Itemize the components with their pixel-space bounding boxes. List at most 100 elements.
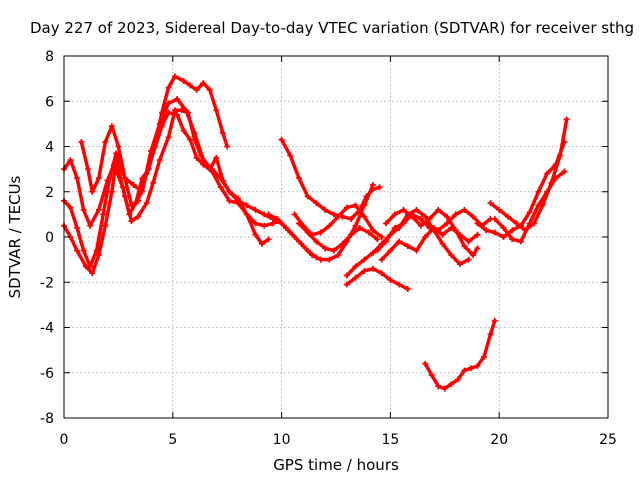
data-point [217, 175, 224, 182]
data-point [287, 152, 294, 159]
data-point [89, 188, 96, 195]
data-point [369, 249, 376, 256]
data-series [61, 73, 570, 392]
data-point [500, 234, 507, 240]
series-line [62, 110, 282, 269]
data-point [102, 222, 109, 229]
data-point [84, 166, 91, 173]
data-point [491, 215, 498, 222]
data-point [108, 188, 115, 195]
data-point [330, 247, 337, 254]
data-point [470, 213, 477, 220]
data-point [474, 362, 481, 369]
data-point [106, 175, 113, 182]
data-point [356, 224, 363, 231]
data-point [369, 227, 376, 234]
data-point [317, 256, 324, 263]
data-point [443, 213, 450, 220]
data-point [361, 267, 368, 274]
data-point [322, 206, 329, 213]
data-point [156, 157, 163, 164]
data-point [326, 256, 333, 263]
data-point [461, 243, 468, 250]
series-arc-h [296, 220, 381, 254]
data-point [300, 243, 307, 250]
data-point [443, 220, 450, 227]
y-tick-label: 8 [45, 49, 54, 65]
data-point [171, 107, 178, 114]
data-point [180, 127, 187, 134]
data-point [391, 211, 398, 218]
data-point [304, 193, 311, 200]
data-point [226, 188, 233, 195]
data-point [165, 84, 172, 91]
data-point [180, 77, 187, 84]
data-point [378, 270, 385, 277]
data-point [517, 222, 524, 229]
data-point [259, 240, 266, 247]
data-point [74, 224, 81, 231]
data-point [448, 252, 455, 259]
data-point [417, 215, 424, 222]
data-point [448, 224, 455, 231]
data-point [265, 236, 272, 243]
data-point [252, 206, 259, 213]
series-line [379, 226, 480, 262]
data-point [193, 154, 200, 161]
y-tick-label: -6 [40, 366, 54, 382]
data-point [487, 331, 494, 338]
data-point [113, 157, 120, 164]
data-point [474, 231, 481, 238]
data-point [134, 213, 141, 220]
data-point [193, 86, 200, 93]
data-point [461, 206, 468, 213]
data-point [369, 181, 376, 188]
data-point [369, 265, 376, 272]
data-point [383, 238, 390, 245]
data-point [465, 256, 472, 263]
data-point [108, 123, 115, 130]
data-point [535, 202, 542, 209]
data-point [396, 238, 403, 245]
data-point [470, 252, 477, 259]
data-point [296, 175, 303, 182]
data-point [361, 256, 368, 263]
data-point [187, 82, 194, 89]
data-point [422, 234, 429, 240]
data-point [496, 206, 503, 213]
data-point [165, 100, 172, 107]
data-point [143, 200, 150, 207]
y-tick-label: -2 [40, 275, 54, 291]
y-axis-label: SDTVAR / TECUs [6, 175, 24, 298]
data-point [89, 270, 96, 277]
data-point [435, 206, 442, 213]
data-point [291, 234, 298, 240]
data-point [376, 184, 383, 191]
data-point [452, 211, 459, 218]
data-point [130, 181, 137, 188]
data-point [322, 245, 329, 252]
data-point [330, 211, 337, 218]
data-point [128, 202, 135, 209]
data-point [274, 215, 281, 222]
data-point [487, 200, 494, 207]
data-point [413, 247, 420, 254]
data-point [243, 202, 250, 209]
data-point [102, 138, 109, 145]
data-point [428, 372, 435, 379]
data-point [544, 188, 551, 195]
series-arc-e [278, 136, 383, 222]
data-point [465, 238, 472, 245]
grid [64, 56, 608, 418]
data-point [387, 247, 394, 254]
data-point [400, 220, 407, 227]
data-point [326, 222, 333, 229]
data-point [313, 238, 320, 245]
data-point [480, 353, 487, 360]
data-point [422, 213, 429, 220]
data-point [409, 213, 416, 220]
data-point [304, 229, 311, 236]
data-point [252, 231, 259, 238]
data-point [348, 215, 355, 222]
